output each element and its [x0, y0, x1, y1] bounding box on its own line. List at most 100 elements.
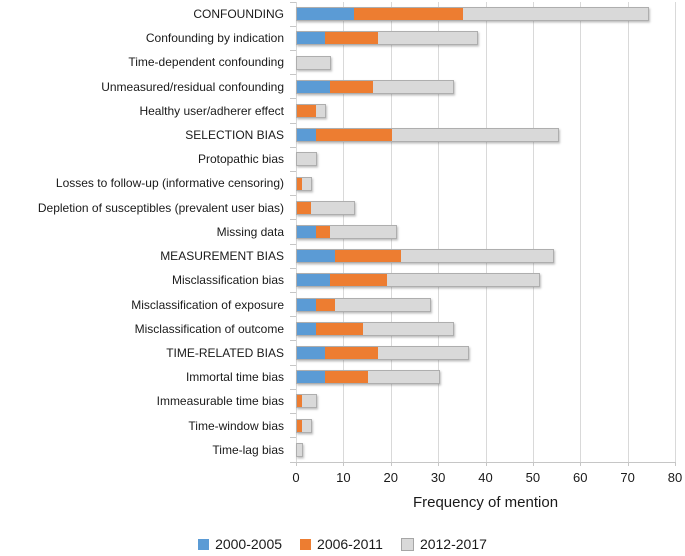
y-axis-tick: [290, 195, 296, 197]
bar-segment: [353, 8, 463, 21]
bar-segment: [387, 274, 539, 287]
bar-segment: [372, 80, 454, 93]
bar-segment: [377, 32, 478, 45]
x-axis-tick: [627, 462, 629, 466]
bar-row: [296, 55, 332, 70]
x-axis-line: [290, 462, 676, 463]
bar-segment: [297, 419, 302, 432]
bar-segment: [401, 250, 553, 263]
y-axis-tick: [290, 25, 296, 27]
bar-segment: [315, 322, 364, 335]
bar-segment: [315, 298, 335, 311]
bar-row: [296, 442, 303, 457]
x-tick-label: 80: [667, 470, 683, 485]
x-axis-tick: [580, 462, 582, 466]
x-tick-label: 10: [336, 470, 351, 485]
bar-row: [296, 225, 398, 239]
y-axis-tick: [290, 340, 296, 342]
x-axis-tick: [675, 462, 676, 466]
category-label: Confounding by indication: [145, 31, 284, 46]
y-axis-tick: [290, 219, 296, 221]
bar-segment: [297, 371, 326, 384]
bar-segment: [311, 201, 354, 214]
x-axis-title: Frequency of mention: [412, 494, 559, 511]
category-label: TIME-RELATED BIAS: [166, 345, 284, 360]
bar-row: [296, 7, 649, 22]
bar-segment: [391, 129, 558, 142]
bar-row: [296, 346, 469, 361]
x-tick-label: 0: [292, 470, 300, 485]
bar-segment: [330, 80, 373, 93]
x-tick-label: 20: [383, 470, 398, 485]
bar-segment: [377, 347, 468, 360]
bar-segment: [301, 395, 316, 408]
legend-label: 2012-2017: [419, 536, 487, 552]
bar-segment: [325, 32, 378, 45]
bar-row: [296, 152, 317, 167]
category-label: Immeasurable time bias: [156, 394, 284, 409]
bar-row: [296, 321, 455, 336]
bar-segment: [297, 129, 316, 142]
y-axis-tick: [290, 243, 296, 245]
bar-segment: [297, 177, 302, 190]
y-axis-tick: [290, 437, 296, 439]
bar-segment: [297, 8, 354, 21]
category-label: Time-lag bias: [212, 442, 284, 457]
y-axis-tick: [290, 292, 296, 294]
bar-segment: [330, 226, 397, 238]
plot-area: [296, 2, 676, 462]
y-axis-tick: [290, 364, 296, 366]
category-label: Immortal time bias: [185, 370, 284, 385]
bar-segment: [301, 419, 312, 432]
x-tick-label: 60: [573, 470, 588, 485]
y-axis-tick: [290, 461, 296, 463]
legend-item: 2012-2017: [400, 536, 487, 552]
x-tick-label: 30: [430, 470, 446, 485]
category-label: Depletion of susceptibles (prevalent use…: [37, 200, 284, 215]
y-axis-tick: [290, 388, 296, 390]
gridline: [627, 2, 629, 462]
y-axis-tick: [290, 413, 296, 415]
legend-key-swatch: [300, 538, 312, 550]
x-axis-tick: [485, 462, 487, 466]
y-axis-tick: [290, 98, 296, 100]
category-label: MEASUREMENT BIAS: [160, 249, 284, 264]
category-label: Missing data: [216, 224, 284, 239]
bar-segment: [315, 226, 331, 238]
bar-segment: [301, 177, 312, 190]
bar-segment: [297, 226, 316, 238]
category-label: Misclassification of outcome: [134, 321, 284, 336]
bar-row: [296, 128, 559, 143]
gridline: [532, 2, 534, 462]
x-axis-tick: [343, 462, 345, 466]
x-tick-label: 50: [525, 470, 541, 485]
y-axis-tick: [290, 316, 296, 318]
bar-row: [296, 394, 317, 409]
gridline: [580, 2, 582, 462]
legend: 2000-2005 2006-2011 2012-2017: [0, 536, 685, 552]
bar-segment: [297, 56, 331, 69]
bar-row: [296, 176, 313, 191]
y-axis-tick: [290, 122, 296, 124]
y-axis-tick: [290, 267, 296, 269]
bar-segment: [330, 274, 387, 287]
category-label: CONFOUNDING: [193, 7, 284, 21]
bar-segment: [297, 80, 331, 93]
bar-row: [296, 418, 313, 433]
bar-segment: [368, 371, 440, 384]
bar-segment: [315, 129, 392, 142]
bar-row: [296, 79, 455, 94]
x-axis-tick: [296, 462, 297, 466]
bar-segment: [462, 8, 648, 21]
y-axis-tick: [290, 1, 296, 3]
bar-row: [296, 103, 327, 118]
bar-segment: [325, 347, 378, 360]
category-axis: CONFOUNDING Confounding by indication Time…: [0, 2, 289, 462]
y-axis-tick: [290, 74, 296, 76]
category-label: Misclassification bias: [171, 273, 284, 288]
bar-segment: [297, 153, 316, 166]
bar-segment: [297, 274, 331, 287]
bar-segment: [297, 250, 335, 263]
bar-segment: [334, 298, 430, 311]
